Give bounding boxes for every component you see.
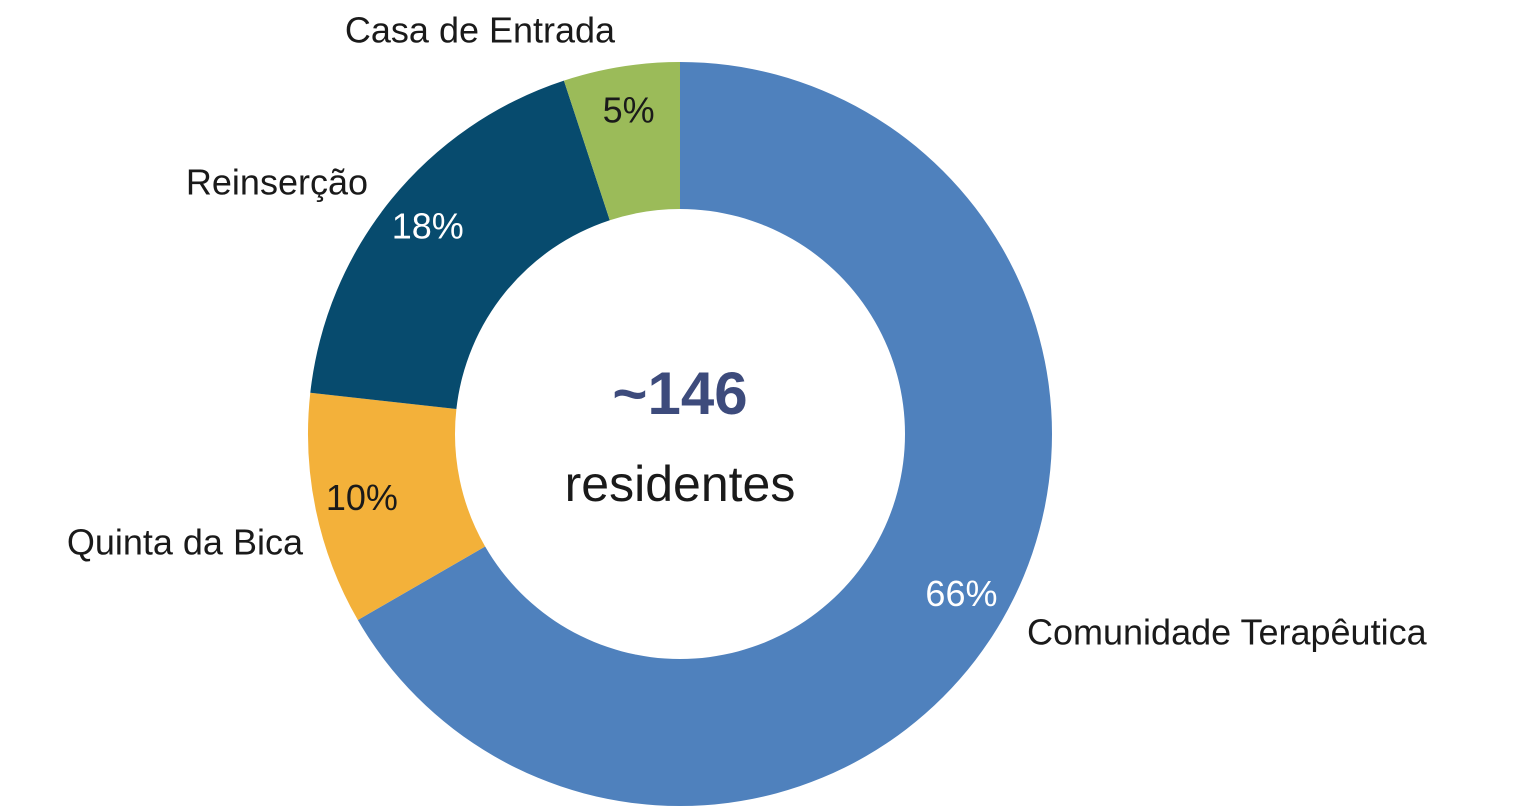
category-label: Comunidade Terapêutica: [1027, 612, 1428, 653]
donut-segment: [307, 392, 486, 620]
center-text: residentes: [565, 456, 796, 512]
category-label: Reinserção: [186, 162, 368, 203]
value-label: 66%: [925, 573, 997, 614]
value-label: 18%: [392, 206, 464, 247]
donut-segment: [357, 62, 1052, 806]
category-label: Casa de Entrada: [345, 10, 616, 51]
center-value: ~146: [612, 360, 747, 427]
donut-segment: [563, 62, 680, 221]
value-label: 5%: [603, 90, 655, 131]
donut-segment: [310, 80, 610, 410]
value-label: 10%: [326, 477, 398, 518]
category-label: Quinta da Bica: [67, 522, 304, 563]
